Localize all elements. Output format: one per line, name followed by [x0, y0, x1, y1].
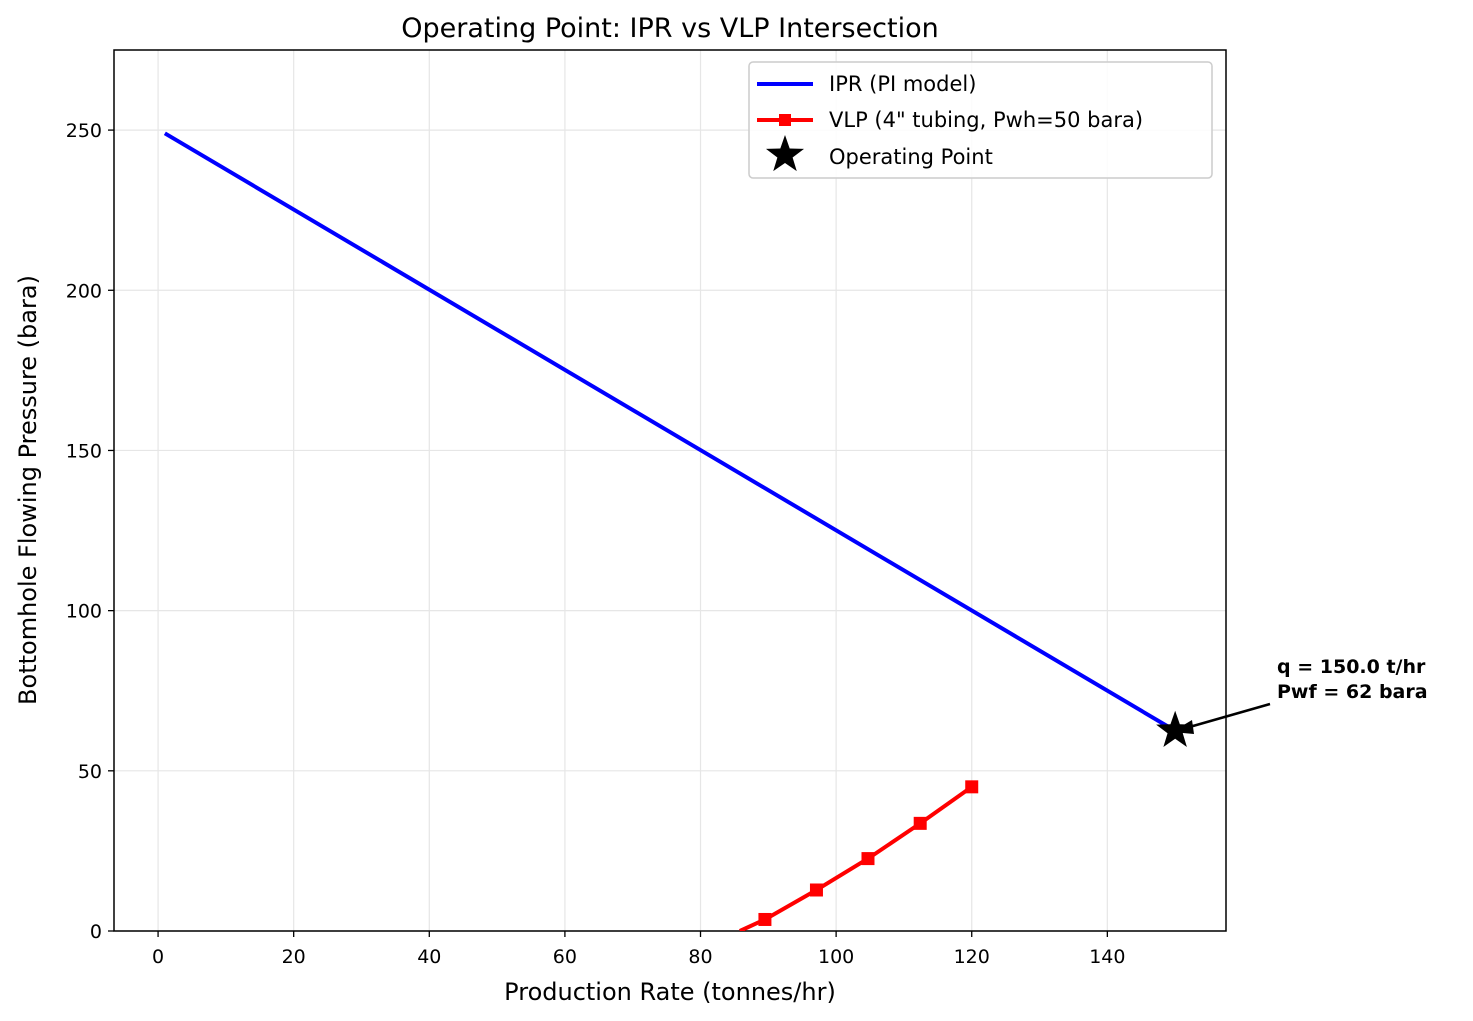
legend-box: [748, 61, 1213, 179]
operating-point-layer: [1156, 710, 1195, 747]
operating-point-star: [1156, 710, 1195, 747]
legend-star-icon: [765, 135, 805, 172]
ipr-line: [163, 131, 1177, 733]
x-tick-label: 140: [1089, 946, 1125, 968]
vlp-marker: [758, 912, 772, 926]
annotation-rate: q = 150.0 t/hr: [1277, 656, 1426, 678]
y-tick-label: 50: [78, 761, 102, 783]
legend-label-ipr: IPR (PI model): [829, 72, 976, 96]
chart-title: Operating Point: IPR vs VLP Intersection: [401, 13, 939, 44]
annotation-arrow-head: [1172, 720, 1194, 734]
legend-label-vlp: VLP (4" tubing, Pwh=50 bara): [829, 108, 1143, 132]
legend-label-operating-point: Operating Point: [829, 145, 993, 169]
x-tick-label: 40: [417, 946, 441, 968]
x-tick-label: 20: [282, 946, 306, 968]
vlp-line: [739, 785, 973, 931]
grid: [114, 50, 1226, 932]
legend: IPR (PI model) VLP (4" tubing, Pwh=50 ba…: [748, 61, 1213, 179]
annotation-arrow-shaft: [1185, 702, 1271, 730]
y-tick-label: 100: [66, 601, 102, 623]
plot-area: [113, 49, 1227, 932]
vlp-marker: [861, 852, 875, 866]
x-tick-label: 80: [688, 946, 712, 968]
x-tick-label: 100: [818, 946, 854, 968]
y-tick-label: 150: [66, 440, 102, 462]
vlp-marker: [965, 780, 979, 794]
legend-marker-vlp: [779, 114, 791, 126]
y-tick-label: 200: [66, 280, 102, 302]
x-tick-label: 0: [152, 946, 164, 968]
vlp-marker: [809, 883, 823, 897]
y-tick-label: 250: [66, 120, 102, 142]
axis-ticks: 0 20 40 60 80 100 120 140 0 50 100 150 200 250: [66, 120, 1126, 968]
legend-marker-operating-point: [765, 135, 805, 172]
vlp-marker: [913, 816, 927, 830]
y-axis-label: Bottomhole Flowing Pressure (bara): [14, 275, 42, 705]
series-layer: [163, 131, 1177, 931]
x-axis-label: Production Rate (tonnes/hr): [504, 978, 836, 1006]
annotation-pressure: Pwf = 62 bara: [1277, 681, 1428, 703]
x-tick-label: 120: [954, 946, 990, 968]
x-tick-label: 60: [553, 946, 577, 968]
y-tick-label: 0: [90, 921, 102, 943]
operating-point-annotation: q = 150.0 t/hr Pwf = 62 bara: [1172, 656, 1428, 734]
